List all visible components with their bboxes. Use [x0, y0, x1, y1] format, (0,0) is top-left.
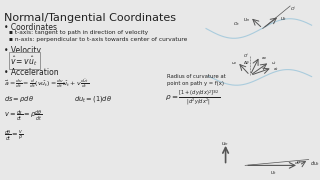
Text: Radius of curvature at
point on path y = f(x): Radius of curvature at point on path y =…: [167, 75, 226, 86]
Text: $a_n$: $a_n$: [261, 55, 267, 62]
Text: $d\theta$: $d\theta$: [294, 159, 301, 166]
Text: ▪ t-axis: tangent to path in direction of velocity: ▪ t-axis: tangent to path in direction o…: [10, 30, 148, 35]
Text: $\vec{a} = \frac{dv}{dt} = \frac{d}{dt}(v\hat{u}_t) = \frac{dv}{dt}\hat{u}_t + v: $\vec{a} = \frac{dv}{dt} = \frac{d}{dt}(…: [4, 77, 89, 90]
Text: • Velocity: • Velocity: [4, 46, 41, 55]
Text: $u_n$: $u_n$: [221, 140, 228, 148]
Text: $\Delta\theta$: $\Delta\theta$: [243, 59, 251, 66]
Text: $\frac{d\theta}{dt} = \frac{v}{\rho}$: $\frac{d\theta}{dt} = \frac{v}{\rho}$: [4, 128, 23, 143]
Text: $du_t = (1)d\theta$: $du_t = (1)d\theta$: [74, 94, 112, 104]
Text: • Acceleration: • Acceleration: [4, 68, 58, 77]
Text: $du_t$: $du_t$: [310, 159, 319, 168]
Text: ▪ n-axis: perpendicular to t-axis towards center of curvature: ▪ n-axis: perpendicular to t-axis toward…: [10, 37, 188, 42]
Text: $O_c$: $O_c$: [233, 21, 241, 28]
Text: $v = \frac{ds}{dt} = \rho\frac{d\theta}{dt}$: $v = \frac{ds}{dt} = \rho\frac{d\theta}{…: [4, 109, 42, 123]
Text: $u_n$: $u_n$: [231, 61, 238, 67]
Text: $a_t$: $a_t$: [274, 67, 279, 73]
Text: $O'$: $O'$: [290, 5, 297, 12]
Text: $u_n$: $u_n$: [243, 16, 250, 24]
Text: $u_t$: $u_t$: [270, 61, 277, 67]
Text: • Coordinates: • Coordinates: [4, 23, 57, 32]
Text: $u_t$: $u_t$: [269, 169, 276, 177]
Text: Normal/Tangential Coordinates: Normal/Tangential Coordinates: [4, 13, 176, 23]
Text: $u_t$: $u_t$: [280, 15, 287, 23]
Text: $\rho = \frac{[1+(dy/dx)^2]^{3/2}}{|d^2y/dx^2|}$: $\rho = \frac{[1+(dy/dx)^2]^{3/2}}{|d^2y…: [165, 89, 220, 108]
Text: $O'$: $O'$: [243, 52, 250, 59]
Text: $ds = \rho d\theta$: $ds = \rho d\theta$: [4, 94, 34, 104]
Text: $\hat{v} = v\hat{u}_t$: $\hat{v} = v\hat{u}_t$: [11, 54, 38, 68]
